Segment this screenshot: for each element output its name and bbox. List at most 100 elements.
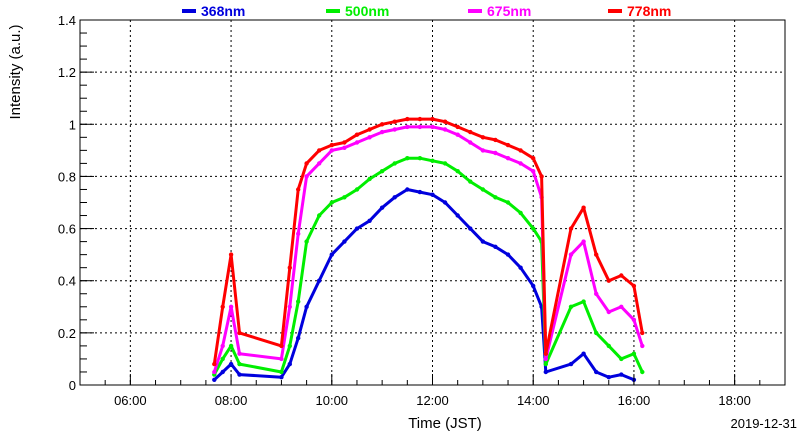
- data-point: [342, 140, 347, 145]
- legend-entry: 368nm: [201, 3, 245, 19]
- data-point: [379, 205, 385, 210]
- data-point: [568, 252, 574, 257]
- data-point: [212, 377, 217, 382]
- data-point: [568, 361, 574, 367]
- series-500nm: [212, 156, 645, 377]
- data-point: [531, 156, 536, 161]
- y-tick-label: 0.2: [58, 326, 76, 341]
- y-axis-label: Intensity (a.u.): [7, 24, 24, 119]
- x-tick-label: 08:00: [215, 393, 248, 408]
- data-point: [405, 187, 410, 192]
- grid: [80, 20, 785, 385]
- data-point: [619, 372, 624, 377]
- data-point: [392, 127, 397, 132]
- data-point: [220, 356, 225, 362]
- data-point: [442, 200, 448, 205]
- data-point: [392, 119, 397, 124]
- legend-entry: 500nm: [345, 3, 389, 19]
- data-point: [619, 273, 624, 278]
- data-point: [606, 278, 611, 283]
- data-point: [640, 330, 645, 336]
- legend-entry: 778nm: [627, 3, 671, 19]
- data-point: [568, 304, 574, 309]
- data-point: [518, 161, 523, 166]
- data-point: [287, 304, 292, 309]
- y-tick-label: 1.4: [58, 13, 76, 28]
- data-point: [594, 330, 599, 336]
- data-point: [304, 174, 309, 179]
- data-point: [480, 148, 486, 153]
- data-point: [493, 150, 498, 156]
- series-line: [213, 188, 635, 382]
- data-point: [480, 135, 486, 140]
- data-point: [228, 304, 234, 309]
- data-point: [329, 148, 334, 153]
- y-tick-label: 1: [69, 117, 76, 132]
- data-point: [354, 132, 360, 137]
- data-point: [581, 351, 586, 356]
- data-point: [531, 169, 536, 174]
- data-point: [430, 124, 435, 130]
- data-point: [543, 351, 548, 356]
- data-point: [505, 156, 511, 161]
- data-point: [543, 361, 548, 367]
- data-point: [237, 361, 242, 367]
- y-tick-label: 0.4: [58, 274, 76, 289]
- data-point: [405, 156, 410, 161]
- data-point: [279, 369, 284, 375]
- data-point: [442, 161, 448, 166]
- data-point: [296, 231, 301, 236]
- data-point: [594, 369, 599, 375]
- data-point: [468, 179, 473, 184]
- data-point: [606, 375, 611, 380]
- data-point: [594, 291, 599, 296]
- data-point: [287, 361, 292, 367]
- date-label: 2019-12-31: [731, 416, 798, 431]
- data-point: [480, 187, 486, 192]
- data-point: [342, 195, 347, 200]
- data-point: [379, 129, 385, 135]
- data-point: [430, 116, 435, 122]
- data-point: [518, 148, 523, 153]
- data-point: [212, 369, 217, 375]
- data-point: [606, 343, 611, 349]
- data-point: [379, 169, 385, 174]
- data-point: [531, 226, 536, 231]
- data-point: [581, 239, 586, 244]
- data-point: [581, 205, 586, 210]
- data-point: [531, 283, 536, 289]
- data-point: [468, 129, 473, 135]
- data-point: [228, 252, 234, 257]
- series-line: [212, 117, 644, 365]
- data-point: [354, 226, 360, 231]
- series-layer: [212, 116, 645, 382]
- data-point: [606, 309, 611, 315]
- data-point: [296, 187, 301, 192]
- legend-entry: 675nm: [487, 3, 531, 19]
- data-point: [405, 116, 410, 122]
- y-tick-label: 0.8: [58, 169, 76, 184]
- data-point: [493, 244, 498, 249]
- data-point: [317, 148, 322, 153]
- data-point: [505, 252, 511, 257]
- data-point: [367, 135, 372, 140]
- data-point: [417, 156, 423, 161]
- data-point: [640, 369, 645, 375]
- data-point: [455, 124, 460, 130]
- data-point: [220, 343, 225, 349]
- data-point: [329, 200, 334, 205]
- data-point: [631, 317, 637, 322]
- data-point: [287, 265, 292, 270]
- data-point: [354, 187, 360, 192]
- data-point: [480, 239, 486, 244]
- data-point: [296, 299, 301, 304]
- data-point: [619, 304, 624, 309]
- data-point: [367, 218, 372, 223]
- x-tick-label: 10:00: [316, 393, 349, 408]
- data-point: [455, 132, 460, 137]
- data-point: [317, 161, 322, 166]
- data-point: [228, 361, 234, 367]
- data-point: [417, 124, 423, 130]
- data-point: [317, 278, 322, 283]
- data-point: [543, 356, 548, 362]
